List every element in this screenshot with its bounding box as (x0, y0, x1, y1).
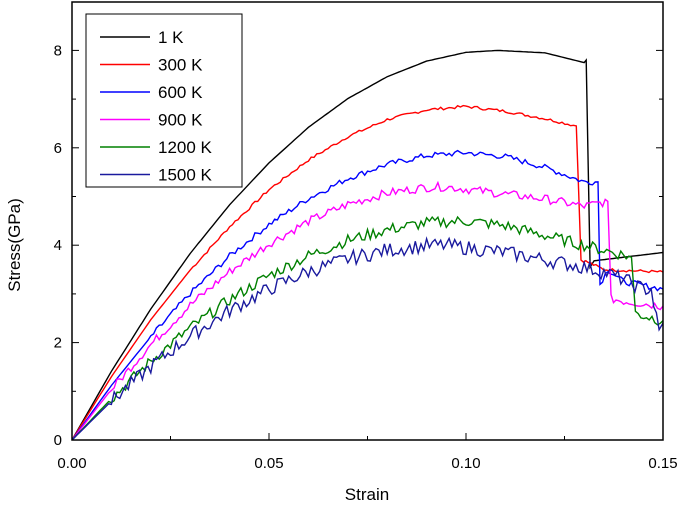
x-tick-label: 0.05 (254, 455, 283, 472)
series-line-300k (71, 104, 664, 441)
legend-label: 1500 K (158, 166, 213, 185)
plot-frame (71, 1, 664, 441)
series-line-1200k (71, 215, 664, 441)
x-tick-label: 0.10 (451, 455, 480, 472)
x-tick-label: 0.00 (57, 455, 86, 472)
y-axis-label: Stress(GPa) (5, 198, 24, 292)
series-line-900k (71, 180, 664, 441)
series-line-1k (71, 49, 664, 441)
y-tick-label: 4 (54, 237, 62, 254)
legend-label: 600 K (158, 83, 203, 102)
series-line-600k (71, 149, 664, 441)
series-line-1500k (71, 236, 664, 441)
legend: 1 K 300 K 600 K 900 K 1200 K 1500 K (85, 13, 243, 188)
y-tick-label: 2 (54, 335, 62, 352)
legend-label: 1200 K (158, 138, 213, 157)
legend-label: 900 K (158, 111, 203, 130)
x-axis-label: Strain (345, 485, 389, 504)
y-tick-label: 8 (54, 42, 62, 59)
y-tick-label: 6 (54, 140, 62, 157)
x-tick-label: 0.15 (648, 455, 677, 472)
legend-label: 300 K (158, 56, 203, 75)
y-tick-label: 0 (54, 432, 62, 449)
legend-box (85, 13, 243, 188)
legend-label: 1 K (158, 28, 184, 47)
